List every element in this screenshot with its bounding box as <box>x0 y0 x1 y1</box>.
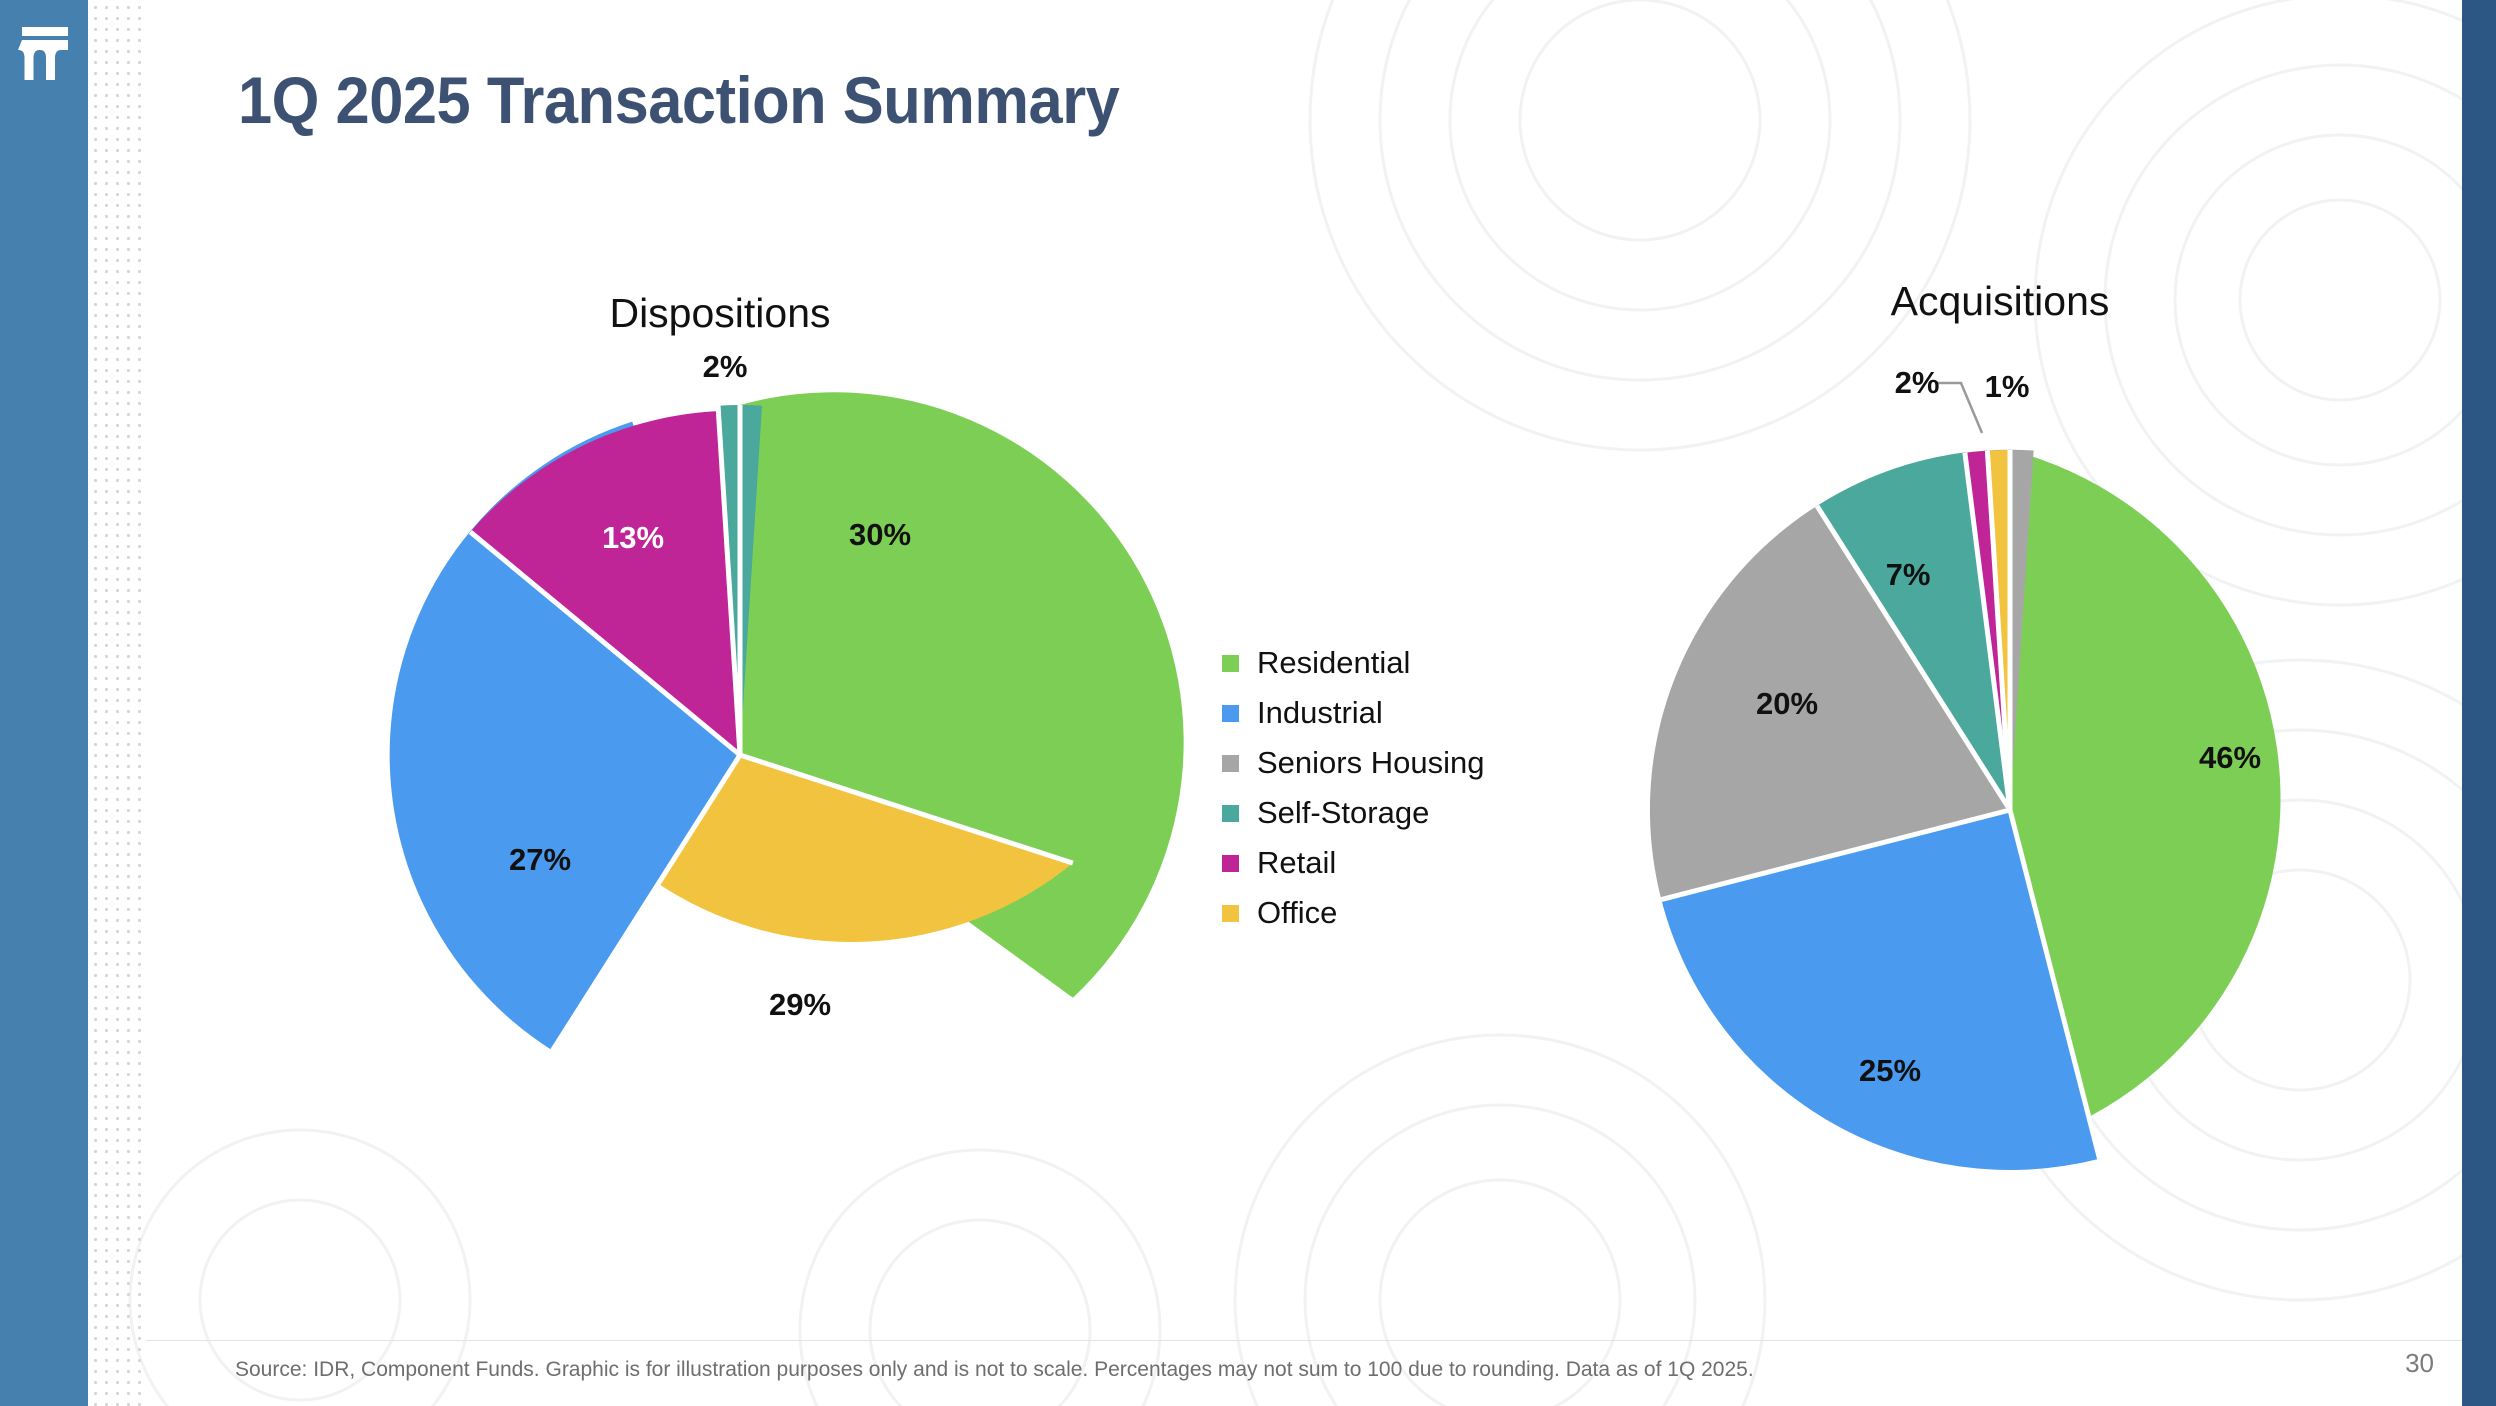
legend-item-self-storage[interactable]: Self-Storage <box>1222 788 1484 838</box>
acquisitions-label-office: 1% <box>1984 369 2030 404</box>
legend-swatch-office <box>1222 904 1239 922</box>
dispositions-chart-title: Dispositions <box>609 290 831 336</box>
legend-label-self-storage: Self-Storage <box>1257 795 1430 830</box>
legend-swatch-industrial <box>1222 704 1239 722</box>
acquisitions-label-retail: 2% <box>1894 365 1940 400</box>
legend-item-office[interactable]: Office <box>1222 888 1484 938</box>
legend-label-residential: Residential <box>1257 645 1411 680</box>
left-accent-bar <box>0 0 88 1406</box>
right-accent-bar <box>2462 0 2496 1406</box>
source-note: Source: IDR, Component Funds. Graphic is… <box>235 1358 1754 1381</box>
chart-legend: Residential Industrial Seniors Housing S… <box>1222 638 1484 938</box>
legend-swatch-residential <box>1222 654 1239 672</box>
dispositions-label-office: 29% <box>768 987 832 1022</box>
acquisitions-chart-title: Acquisitions <box>1890 278 2110 324</box>
dispositions-label-residential: 30% <box>848 517 912 552</box>
legend-swatch-retail <box>1222 854 1239 872</box>
legend-swatch-self-storage <box>1222 804 1239 822</box>
acquisitions-label-self-storage: 7% <box>1885 557 1931 592</box>
dispositions-chart: Dispositions <box>240 290 1200 1170</box>
retail-leader-line <box>1935 381 1984 434</box>
dotted-pattern-strip <box>88 0 146 1406</box>
legend-swatch-seniors-housing <box>1222 754 1239 772</box>
pie-slice-residential[interactable] <box>740 392 1184 998</box>
acquisitions-chart: Acquisitions <box>1560 278 2440 1178</box>
footer-divider <box>146 1340 2462 1341</box>
acquisitions-label-seniors-housing: 20% <box>1755 686 1819 721</box>
dispositions-label-retail: 13% <box>601 520 665 555</box>
legend-item-retail[interactable]: Retail <box>1222 838 1484 888</box>
legend-label-industrial: Industrial <box>1257 695 1383 730</box>
dispositions-label-industrial: 27% <box>508 842 572 877</box>
pie-slice-retail[interactable] <box>470 335 902 755</box>
legend-item-seniors-housing[interactable]: Seniors Housing <box>1222 738 1484 788</box>
legend-item-residential[interactable]: Residential <box>1222 638 1484 688</box>
acquisitions-pie: 46% 25% 20% 7% 2% 1% <box>1645 365 2375 1175</box>
legend-label-retail: Retail <box>1257 845 1337 880</box>
legend-label-office: Office <box>1257 895 1338 930</box>
page-number: 30 <box>2405 1348 2434 1378</box>
dispositions-label-self-storage: 2% <box>702 349 748 384</box>
legend-label-seniors-housing: Seniors Housing <box>1257 745 1485 780</box>
page-title: 1Q 2025 Transaction Summary <box>238 63 1120 137</box>
dispositions-pie: 30% 29% 27% 13% 2% <box>385 349 1184 1110</box>
legend-item-industrial[interactable]: Industrial <box>1222 688 1484 738</box>
acquisitions-label-industrial: 25% <box>1858 1053 1922 1088</box>
acquisitions-label-residential: 46% <box>2198 740 2262 775</box>
column-building-logo-icon <box>18 27 68 80</box>
pie-slice-self-storage[interactable] <box>1817 424 2139 810</box>
